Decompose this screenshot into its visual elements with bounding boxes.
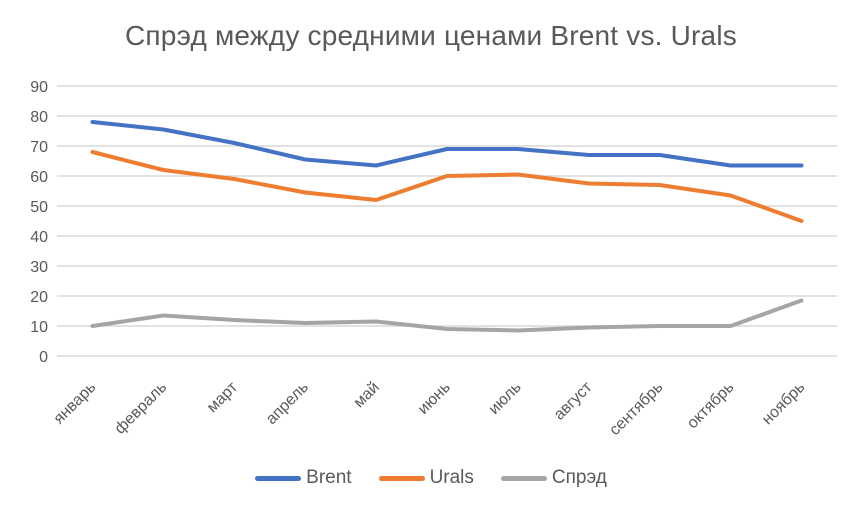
y-axis-tick-label: 50: [30, 199, 48, 216]
y-axis-tick-label: 60: [30, 169, 48, 186]
series-line-brent: [90, 120, 804, 168]
x-axis-label: октябрь: [684, 379, 737, 432]
series-line-spread: [90, 298, 804, 333]
x-axis-label: февраль: [112, 379, 171, 438]
x-axis-label: июнь: [415, 379, 454, 418]
x-axis-label: январь: [51, 379, 100, 428]
y-axis-tick-label: 40: [30, 229, 48, 246]
series-line-urals: [90, 150, 804, 223]
legend-label-urals: Urals: [429, 467, 474, 488]
x-axis-label: август: [551, 378, 596, 423]
y-axis-tick-label: 20: [30, 289, 48, 306]
legend-swatch-brent: [255, 475, 302, 481]
legend: Brent Urals Спрэд: [0, 467, 862, 489]
chart-title: Спрэд между средними ценами Brent vs. Ur…: [125, 20, 737, 51]
y-axis-tick-label: 90: [30, 79, 48, 96]
legend-item-urals: Urals: [378, 467, 474, 489]
x-axis-label: март: [204, 378, 242, 416]
legend-label-spread: Спрэд: [551, 467, 607, 488]
legend-swatch-urals: [378, 475, 425, 481]
legend-label-brent: Brent: [306, 467, 352, 488]
legend-item-brent: Brent: [255, 467, 352, 489]
y-axis-tick-label: 0: [39, 349, 48, 366]
x-axis-label: апрель: [263, 379, 312, 428]
legend-item-spread: Спрэд: [500, 467, 607, 489]
y-axis-tick-label: 70: [30, 139, 48, 156]
legend-swatch-spread: [500, 475, 547, 481]
y-axis-tick-label: 30: [30, 259, 48, 276]
x-axis-label: сентябрь: [606, 379, 666, 439]
y-axis-tick-label: 10: [30, 319, 48, 336]
y-axis-tick-label: 80: [30, 109, 48, 126]
x-axis-label: ноябрь: [759, 379, 808, 428]
chart-svg: 0 10 20 30 40 50 60 70 80 90 январь февраль март апре…: [30, 79, 837, 439]
x-axis-label: июль: [486, 379, 525, 418]
x-axis-label: май: [351, 379, 383, 411]
